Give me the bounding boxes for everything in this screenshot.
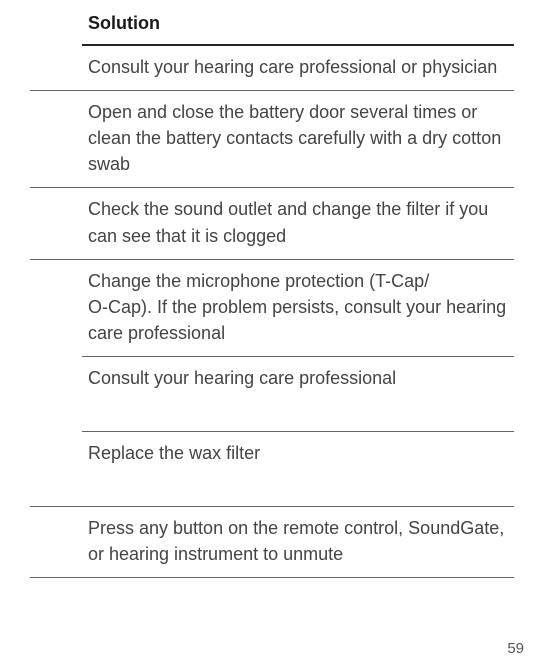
row-wrap: Change the microphone protection (T-Cap/…	[82, 260, 514, 356]
row-wrap: Open and close the battery door several …	[82, 91, 514, 187]
row-wrap: Consult your hearing care professional o…	[82, 46, 514, 90]
row-rule	[30, 577, 514, 578]
table-header-row: Solution	[82, 4, 514, 44]
table-row: Press any button on the remote control, …	[82, 507, 514, 577]
page: Solution Consult your hearing care profe…	[0, 0, 548, 671]
table-row: Check the sound outlet and change the fi…	[82, 188, 514, 258]
solution-cell: Consult your hearing care professional o…	[82, 46, 514, 90]
row-wrap: Check the sound outlet and change the fi…	[82, 188, 514, 258]
solution-cell: Consult your hearing care professional	[82, 357, 514, 431]
solution-cell: Check the sound outlet and change the fi…	[82, 188, 514, 258]
table-header-cell: Solution	[82, 4, 514, 44]
table-row: Consult your hearing care professional o…	[82, 46, 514, 90]
solution-cell: Press any button on the remote control, …	[82, 507, 514, 577]
solution-cell: Open and close the battery door several …	[82, 91, 514, 187]
solution-cell: Change the microphone protection (T-Cap/…	[82, 260, 514, 356]
rule-wrap	[30, 577, 514, 578]
row-wrap: Replace the wax filter	[82, 432, 514, 506]
row-wrap: Press any button on the remote control, …	[82, 507, 514, 577]
content-column: Solution	[82, 4, 514, 44]
page-number: 59	[507, 640, 524, 657]
table-row: Consult your hearing care professional	[82, 357, 514, 431]
table-row: Change the microphone protection (T-Cap/…	[82, 260, 514, 356]
table-row: Replace the wax filter	[82, 432, 514, 506]
table-row: Open and close the battery door several …	[82, 91, 514, 187]
row-wrap: Consult your hearing care professional	[82, 357, 514, 431]
solution-table: Solution	[82, 4, 514, 44]
solution-cell: Replace the wax filter	[82, 432, 514, 506]
column-header: Solution	[88, 13, 160, 33]
